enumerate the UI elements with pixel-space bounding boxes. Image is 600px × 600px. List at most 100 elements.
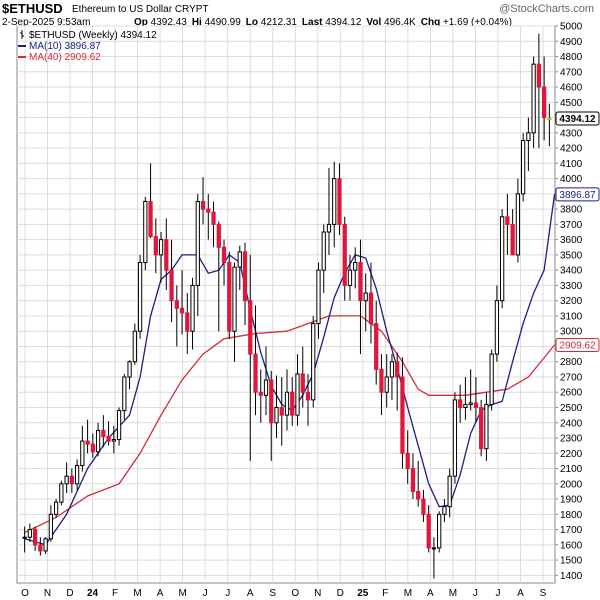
candle-body	[347, 269, 353, 286]
y-tick-label: 1500	[560, 556, 583, 567]
candle-body	[90, 443, 95, 453]
y-tick-label: 3500	[560, 250, 583, 261]
candle-body	[27, 529, 32, 538]
x-tick-label: 25	[357, 588, 369, 599]
price-label-text: 2909.62	[559, 340, 596, 351]
symbol-description: Ethereum to US Dollar CRYPT	[72, 4, 209, 15]
y-tick-label: 4900	[560, 37, 583, 48]
price-label-text: 3896.87	[559, 190, 596, 201]
candle-body	[442, 506, 447, 515]
y-tick-label: 4100	[560, 159, 583, 170]
candle-body	[216, 223, 221, 248]
candle-body	[416, 490, 421, 500]
y-tick-label: 2400	[560, 418, 583, 429]
x-tick-label: A	[517, 588, 524, 599]
candle-body	[59, 483, 64, 503]
candle-body	[484, 403, 489, 450]
candle-body	[531, 63, 536, 134]
candle-body	[458, 399, 463, 409]
candle-body	[363, 292, 368, 302]
quote-date: 2-Sep-2025 9:53am	[2, 17, 91, 28]
price-label-text: 4394.12	[559, 114, 596, 125]
candle-body	[384, 376, 389, 393]
candle-body	[316, 269, 321, 325]
candle-body	[374, 323, 379, 370]
x-tick-label: S	[540, 588, 547, 599]
y-tick-label: 3600	[560, 235, 583, 246]
y-tick-label: 4700	[560, 67, 583, 78]
candle-body	[127, 361, 132, 378]
y-tick-label: 2600	[560, 388, 583, 399]
candle-body	[342, 223, 347, 286]
y-tick-label: 2000	[560, 479, 583, 490]
x-tick-label: M	[449, 588, 457, 599]
candle-body	[190, 284, 195, 332]
stockcharts-logo[interactable]: @StockCharts.com	[499, 3, 594, 15]
quote-label-op: Op	[134, 17, 148, 28]
y-tick-label: 3000	[560, 327, 583, 338]
quote-value-op: 4392.43	[147, 17, 187, 28]
x-tick-label: N	[314, 588, 321, 599]
candle-body	[242, 251, 248, 302]
y-tick-label: 4200	[560, 144, 583, 155]
x-tick-label: F	[382, 588, 388, 599]
legend-entry: MA(40) 2909.62	[29, 52, 101, 63]
candle-body	[253, 353, 258, 393]
candle-body	[69, 475, 74, 485]
quote-value-last: 4394.12	[322, 17, 362, 28]
x-tick-label: J	[473, 588, 478, 599]
quote-label-vol: Vol	[366, 17, 382, 28]
quote-label-chg: Chg	[420, 17, 441, 28]
plot-area	[16, 25, 556, 584]
candle-body	[237, 251, 242, 268]
candle-body	[74, 464, 80, 485]
y-tick-label: 1600	[560, 540, 583, 551]
candle-body	[500, 216, 505, 302]
y-tick-label: 2500	[560, 403, 583, 414]
candle-body	[547, 117, 552, 120]
candle-body	[405, 452, 410, 470]
candle-body	[248, 300, 253, 355]
x-tick-label: M	[178, 588, 186, 599]
candle-body	[116, 410, 122, 441]
candle-body	[200, 200, 206, 210]
candle-body	[468, 402, 473, 405]
candle-body	[379, 368, 384, 393]
candle-body	[206, 208, 211, 213]
x-tick-label: M	[133, 588, 141, 599]
symbol-title: $ETHUSD	[2, 1, 63, 16]
x-tick-label: O	[21, 588, 29, 599]
y-tick-label: 4800	[560, 52, 583, 63]
x-tick-label: O	[291, 588, 299, 599]
candle-body	[311, 323, 316, 401]
candle-body	[106, 436, 111, 442]
candle-body	[431, 547, 437, 550]
candle-body	[195, 200, 200, 286]
price-label-box	[555, 337, 600, 352]
candle-body	[521, 139, 526, 195]
quote-bar: Op 4392.43 Hi 4490.99 Lo 4212.31 Last 4394.…	[134, 17, 512, 28]
candle-body	[263, 379, 269, 396]
candle-body	[489, 353, 494, 405]
y-tick-label: 2100	[560, 464, 583, 475]
candle-body	[536, 63, 542, 88]
y-tick-label: 1800	[560, 510, 583, 521]
x-tick-label: J	[225, 588, 230, 599]
candle-body	[179, 307, 185, 314]
candle-body	[463, 403, 468, 409]
quote-value-lo: 4212.31	[257, 17, 297, 28]
candle-body	[185, 312, 190, 332]
candle-body	[389, 361, 395, 378]
candle-body	[148, 200, 153, 238]
candle-body	[137, 262, 143, 332]
x-tick-label: D	[66, 588, 73, 599]
candle-body	[32, 529, 38, 546]
candle-body	[368, 292, 374, 325]
x-tick-label: S	[269, 588, 276, 599]
y-tick-label: 3300	[560, 281, 583, 292]
y-tick-label: 5000	[560, 22, 583, 33]
candle-body	[258, 391, 263, 396]
candle-body	[505, 216, 510, 225]
candle-body	[452, 399, 458, 477]
